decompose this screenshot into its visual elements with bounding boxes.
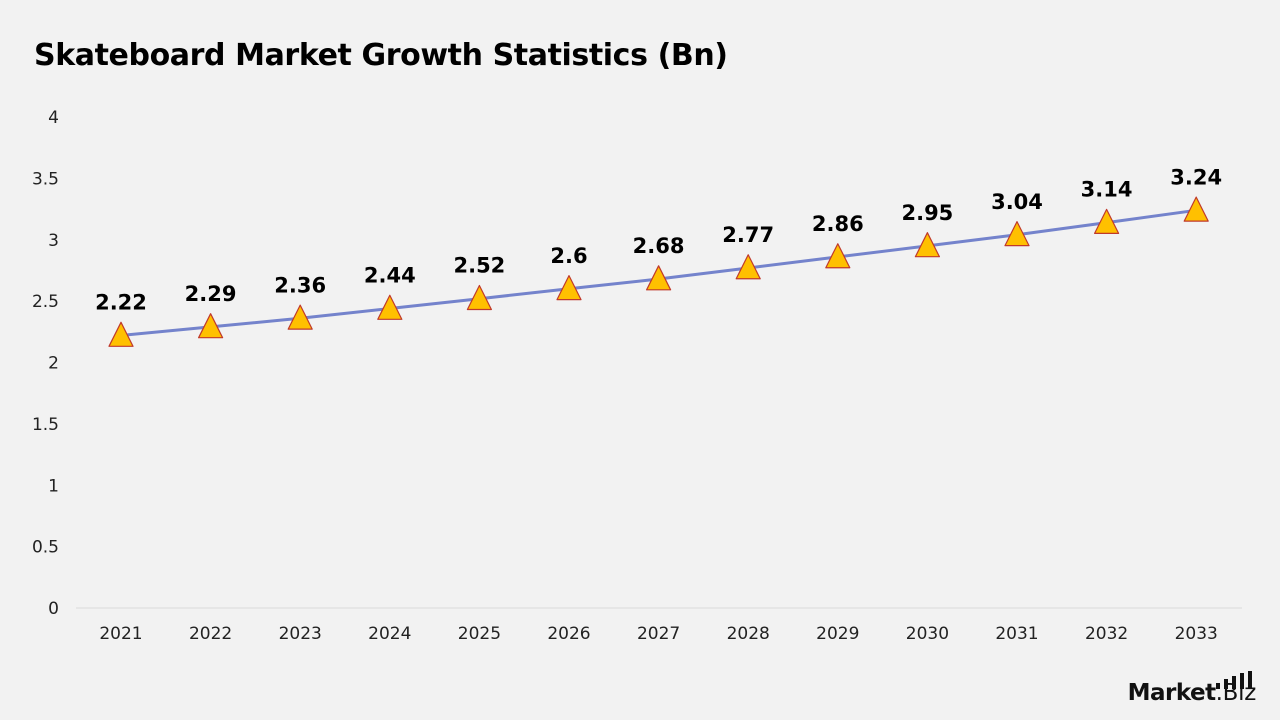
x-axis-ticks: 2021 2022 2023 2024 2025 2026 2027 2028 2029 2030… xyxy=(99,624,1217,644)
x-tick-label: 2030 xyxy=(906,624,949,644)
data-label: 2.29 xyxy=(185,282,237,306)
y-tick-label: 2.5 xyxy=(32,292,59,312)
data-label: 2.68 xyxy=(633,234,685,258)
y-tick-label: 0.5 xyxy=(32,538,59,558)
x-tick-label: 2031 xyxy=(995,624,1038,644)
y-axis-ticks: 0 0.5 1 1.5 2 2.5 3 3.5 4 xyxy=(32,108,59,619)
y-tick-label: 3.5 xyxy=(32,169,59,189)
y-tick-label: 1.5 xyxy=(32,415,59,435)
triangle-marker xyxy=(556,275,582,301)
x-tick-label: 2022 xyxy=(189,624,232,644)
x-tick-label: 2028 xyxy=(727,624,770,644)
brand-logo-main: Market xyxy=(1127,680,1217,706)
x-tick-label: 2021 xyxy=(99,624,142,644)
triangle-marker xyxy=(377,294,403,320)
y-tick-label: 0 xyxy=(48,599,59,619)
triangle-marker xyxy=(287,304,313,330)
x-tick-label: 2023 xyxy=(279,624,322,644)
triangle-marker xyxy=(646,265,672,291)
triangle-marker xyxy=(914,232,940,258)
data-label: 2.95 xyxy=(901,201,953,225)
triangle-marker xyxy=(1094,208,1120,234)
data-label: 2.86 xyxy=(812,212,864,236)
x-tick-label: 2033 xyxy=(1175,624,1218,644)
data-labels: 2.22 2.29 2.36 2.44 2.52 2.6 2.68 2.77 2.86 2.95 3… xyxy=(95,165,1222,314)
x-tick-label: 2024 xyxy=(368,624,411,644)
brand-logo-suffix: .Biz xyxy=(1215,680,1257,706)
triangle-marker xyxy=(735,254,761,280)
triangle-marker xyxy=(198,313,224,339)
data-label: 2.52 xyxy=(453,254,505,278)
data-label: 3.14 xyxy=(1081,178,1133,202)
data-label: 2.6 xyxy=(550,244,587,268)
triangle-marker xyxy=(1004,221,1030,247)
data-label: 3.24 xyxy=(1170,165,1222,189)
triangle-marker xyxy=(1183,196,1209,222)
x-tick-label: 2026 xyxy=(547,624,590,644)
x-tick-label: 2032 xyxy=(1085,624,1128,644)
triangle-marker xyxy=(466,284,492,311)
data-label: 2.22 xyxy=(95,290,147,314)
brand-logo-bars-icon xyxy=(1216,671,1252,689)
brand-logo: Market .Biz xyxy=(1127,680,1257,706)
data-label: 2.36 xyxy=(274,273,326,297)
x-tick-label: 2025 xyxy=(458,624,501,644)
data-label: 3.04 xyxy=(991,190,1043,214)
triangle-marker xyxy=(825,243,851,269)
triangle-marker xyxy=(108,321,134,347)
y-tick-label: 2 xyxy=(48,354,59,374)
x-tick-label: 2027 xyxy=(637,624,680,644)
data-markers xyxy=(108,196,1209,347)
x-tick-label: 2029 xyxy=(816,624,859,644)
chart-title: Skateboard Market Growth Statistics (Bn) xyxy=(34,38,728,73)
y-tick-label: 4 xyxy=(48,108,59,128)
y-tick-label: 1 xyxy=(48,476,59,496)
data-label: 2.77 xyxy=(722,223,774,247)
y-tick-label: 3 xyxy=(48,231,59,251)
data-label: 2.44 xyxy=(364,263,416,287)
